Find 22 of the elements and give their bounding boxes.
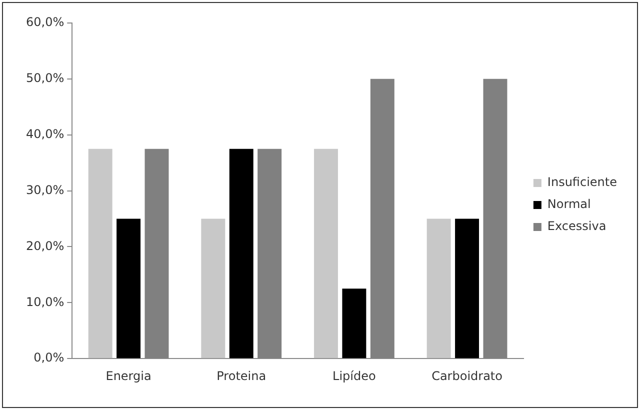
bar bbox=[201, 218, 226, 358]
bar bbox=[88, 148, 112, 358]
legend-label: Excessiva bbox=[547, 219, 606, 234]
y-tick-label: 50,0% bbox=[26, 71, 64, 86]
y-tick-label: 0,0% bbox=[34, 350, 64, 365]
bar bbox=[229, 148, 254, 358]
x-tick-label: Carboidrato bbox=[432, 368, 502, 383]
legend-label: Normal bbox=[547, 197, 591, 212]
x-tick-label: Proteina bbox=[216, 368, 266, 383]
bar bbox=[314, 148, 338, 358]
bar bbox=[116, 218, 141, 358]
bar bbox=[342, 288, 366, 358]
legend-label: Insuficiente bbox=[547, 175, 618, 190]
y-tick-label: 10,0% bbox=[26, 294, 64, 309]
x-tick-label: Lipídeo bbox=[332, 368, 376, 383]
y-tick-label: 20,0% bbox=[26, 238, 64, 253]
y-tick-label: 40,0% bbox=[26, 126, 64, 141]
y-tick-label: 60,0% bbox=[26, 15, 64, 30]
y-tick-label: 30,0% bbox=[26, 182, 64, 197]
x-tick-label: Energia bbox=[106, 368, 152, 383]
bar bbox=[426, 218, 451, 358]
bar bbox=[455, 218, 480, 358]
